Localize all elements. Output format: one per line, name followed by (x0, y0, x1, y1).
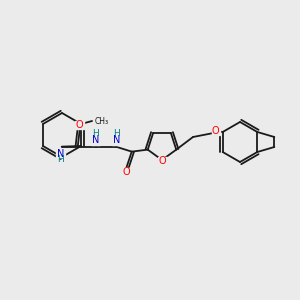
Text: H: H (113, 129, 120, 138)
Bar (122, 168, 131, 176)
Text: N: N (113, 135, 120, 145)
Bar (158, 157, 166, 165)
Text: CH₃: CH₃ (95, 116, 109, 125)
Text: O: O (212, 126, 220, 136)
Bar (75, 121, 84, 129)
Text: O: O (76, 120, 83, 130)
Text: O: O (123, 167, 130, 177)
Text: H: H (92, 129, 99, 138)
Bar (91, 136, 100, 145)
Text: N: N (92, 135, 99, 145)
Text: O: O (158, 156, 166, 166)
Bar (212, 127, 220, 135)
Text: N: N (57, 148, 64, 159)
Bar (56, 150, 65, 158)
Bar (112, 136, 121, 145)
Text: H: H (57, 155, 64, 164)
